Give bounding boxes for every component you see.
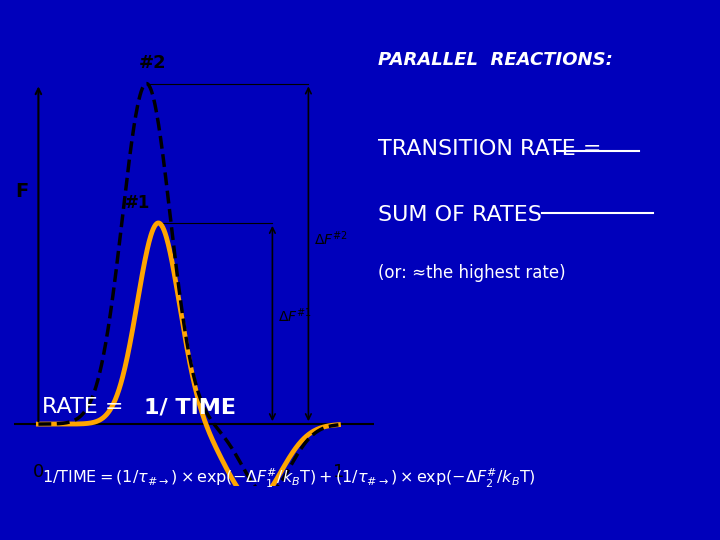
Text: F: F (15, 183, 29, 201)
Text: #1: #1 (125, 193, 150, 212)
Text: SUM OF RATES: SUM OF RATES (378, 205, 542, 225)
Text: $\Delta F^{\#2}$: $\Delta F^{\#2}$ (315, 229, 348, 248)
Text: RATE =: RATE = (42, 397, 130, 417)
Text: TRANSITION RATE =: TRANSITION RATE = (378, 139, 601, 159)
Text: 0: 0 (33, 463, 44, 481)
Text: PARALLEL  REACTIONS:: PARALLEL REACTIONS: (378, 51, 613, 69)
Text: (or: ≈the highest rate): (or: ≈the highest rate) (378, 264, 566, 282)
Text: 1: 1 (333, 463, 344, 481)
Text: #2: #2 (139, 54, 166, 72)
Text: 1/ TIME: 1/ TIME (144, 397, 236, 417)
Text: $\Delta F^{\#1}$: $\Delta F^{\#1}$ (279, 307, 312, 325)
Text: $1/\mathrm{TIME} = (1/\tau_{\#\rightarrow})\times\exp(-\Delta F_1^{\#}/k_B\mathr: $1/\mathrm{TIME} = (1/\tau_{\#\rightarro… (42, 467, 536, 490)
